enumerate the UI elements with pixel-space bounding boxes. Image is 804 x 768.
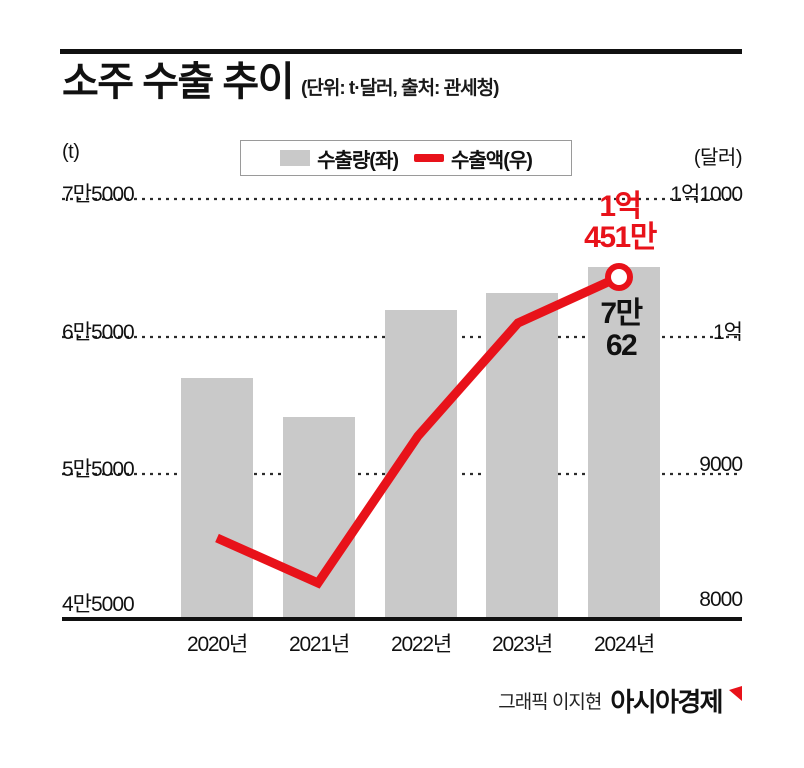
ytick-right-1: 1억	[713, 321, 743, 344]
bar-value-annotation: 7만 62	[586, 297, 656, 363]
xtick-2021: 2021년	[288, 633, 350, 656]
ytick-left-3: 4만5000	[62, 593, 135, 616]
line-value-annotation: 1억 451만	[556, 190, 684, 254]
ytick-right-0: 1억1000	[670, 183, 743, 206]
line-value-line2: 451만	[584, 220, 657, 254]
ytick-right-2: 9000	[699, 453, 743, 476]
legend-label-line: 수출액(우)	[451, 149, 533, 172]
brand-triangle-icon	[729, 686, 742, 701]
bar-2022	[385, 310, 457, 618]
xtick-2024: 2024년	[593, 633, 655, 656]
legend-item-bar: 수출량(좌)	[280, 144, 399, 173]
left-axis-unit: (t)	[62, 141, 80, 163]
legend-bar-swatch-icon	[280, 150, 311, 166]
xtick-2022: 2022년	[390, 633, 452, 656]
page-title: 소주 수출 추이	[62, 60, 295, 104]
title-row: 소주 수출 추이 (단위: t·달러, 출처: 관세청)	[62, 62, 752, 118]
page-subtitle: (단위: t·달러, 출처: 관세청)	[301, 78, 499, 99]
ytick-left-0: 7만5000	[62, 183, 135, 206]
legend-line-swatch-icon	[414, 154, 444, 162]
bar-value-line2: 62	[605, 329, 638, 363]
brand-name: 아시아경제	[610, 687, 723, 717]
line-endpoint-marker	[605, 263, 633, 291]
graphic-credit: 그래픽 이지현	[498, 692, 602, 713]
ytick-right-3: 8000	[699, 588, 743, 611]
legend-label-bar: 수출량(좌)	[317, 149, 399, 172]
chart-legend: 수출량(좌) 수출액(우)	[240, 140, 572, 176]
bar-2020	[181, 378, 253, 618]
ytick-left-2: 5만5000	[62, 458, 135, 481]
bar-2023	[486, 293, 558, 618]
bar-2021	[283, 417, 355, 618]
legend-item-line: 수출액(우)	[414, 144, 533, 173]
right-axis-unit: (달러)	[693, 147, 743, 169]
ytick-left-1: 6만5000	[62, 321, 135, 344]
xtick-2023: 2023년	[491, 633, 553, 656]
xtick-2020: 2020년	[186, 633, 248, 656]
line-value-line1: 1억	[599, 190, 642, 223]
line-series-export-value	[215, 272, 621, 589]
header-rule	[60, 49, 742, 54]
bar-value-line1: 7만	[600, 297, 643, 330]
footer: 그래픽 이지현 아시아경제	[498, 682, 742, 719]
